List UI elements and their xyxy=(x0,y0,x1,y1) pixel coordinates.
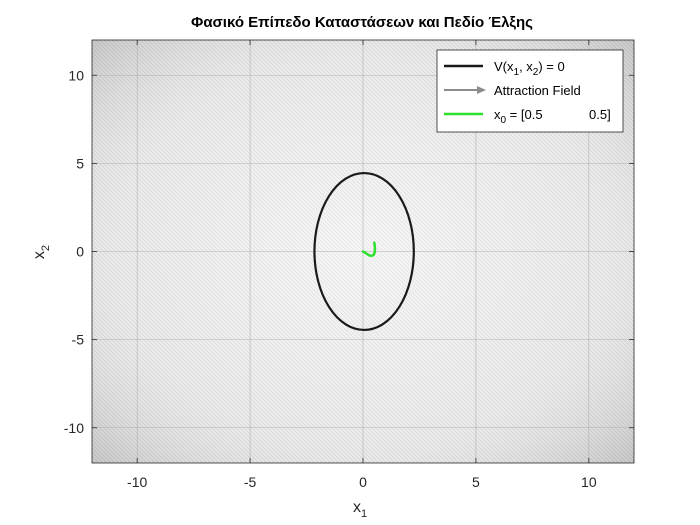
lyapunov-contour xyxy=(313,171,415,332)
x-tick-label: 5 xyxy=(472,474,480,490)
y-tick-label: 10 xyxy=(68,67,84,83)
y-tick-label: 0 xyxy=(76,244,84,260)
legend-label-contour-ellipse: V(x1, x2) = 0 xyxy=(494,59,565,78)
x-tick-label: -5 xyxy=(244,474,257,490)
legend-label-vector-field: Attraction Field xyxy=(494,83,581,98)
legend-label-trajectory: x0 = [0.5 0.5] xyxy=(494,107,611,126)
x-axis-label: x1 xyxy=(353,499,367,520)
x-tick-label: 10 xyxy=(581,474,597,490)
x-tick-label: 0 xyxy=(359,474,367,490)
x-tick-label: -10 xyxy=(127,474,147,490)
y-tick-label: 5 xyxy=(76,155,84,171)
y-tick-label: -10 xyxy=(64,420,84,436)
y-tick-label: -5 xyxy=(72,332,85,348)
legend-arrow-head xyxy=(477,86,486,94)
chart-title: Φασικό Επίπεδο Καταστάσεων και Πεδίο Έλξ… xyxy=(191,14,533,31)
y-axis-label: x2 xyxy=(31,245,52,259)
legend: V(x1, x2) = 0 Attraction Field x0 = [0.5 0.… xyxy=(436,49,624,133)
axes: -10 -5 0 5 10 -10 -5 0 5 10 xyxy=(64,39,635,490)
trajectory-line xyxy=(361,241,377,258)
